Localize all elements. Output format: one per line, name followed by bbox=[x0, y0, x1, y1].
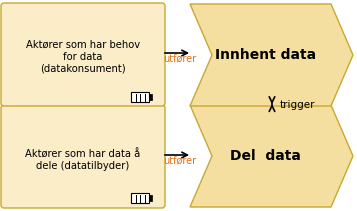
Bar bbox=[149, 94, 152, 100]
Text: utfører: utfører bbox=[164, 54, 197, 64]
Text: Del  data: Del data bbox=[230, 149, 301, 163]
FancyBboxPatch shape bbox=[1, 3, 165, 106]
Text: Aktører som har data å
dele (datatilbyder): Aktører som har data å dele (datatilbyde… bbox=[25, 150, 141, 171]
Bar bbox=[149, 195, 152, 201]
Bar bbox=[131, 193, 149, 203]
Text: Aktører som har behov
for data
(datakonsument): Aktører som har behov for data (datakons… bbox=[26, 40, 140, 73]
Text: Innhent data: Innhent data bbox=[215, 48, 316, 62]
Bar bbox=[131, 92, 149, 102]
Polygon shape bbox=[190, 4, 353, 106]
Text: utfører: utfører bbox=[164, 156, 197, 166]
Polygon shape bbox=[190, 105, 353, 207]
FancyBboxPatch shape bbox=[1, 105, 165, 208]
Text: trigger: trigger bbox=[280, 100, 316, 111]
